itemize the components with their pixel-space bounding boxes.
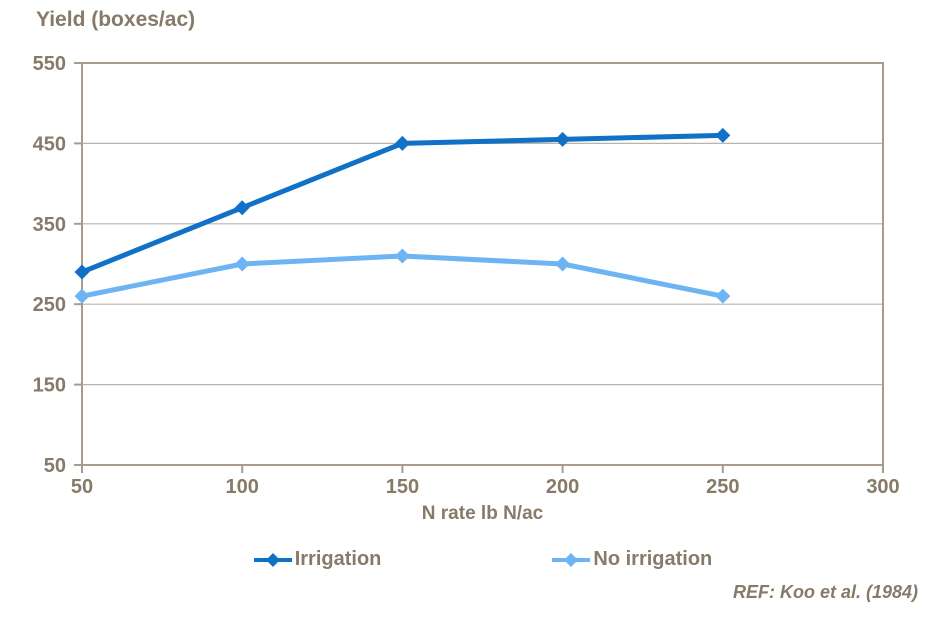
x-tick-label: 300 bbox=[866, 476, 899, 498]
data-point-marker bbox=[234, 200, 250, 216]
y-tick-label: 50 bbox=[44, 455, 66, 477]
x-axis-title: N rate lb N/ac bbox=[421, 503, 544, 524]
y-tick-label: 150 bbox=[33, 375, 66, 397]
data-point-marker bbox=[394, 248, 410, 264]
x-tick-label: 200 bbox=[546, 476, 579, 498]
x-tick-label: 50 bbox=[71, 476, 93, 498]
data-point-marker bbox=[715, 127, 731, 143]
x-tick-label: 100 bbox=[226, 476, 259, 498]
data-point-marker bbox=[555, 256, 571, 272]
x-tick-label: 150 bbox=[386, 476, 419, 498]
y-tick-label: 350 bbox=[33, 214, 66, 236]
data-point-marker bbox=[715, 288, 731, 304]
legend-label-irrigation: Irrigation bbox=[294, 548, 382, 570]
y-tick-label: 550 bbox=[33, 53, 66, 75]
data-point-marker bbox=[555, 131, 571, 147]
data-point-marker bbox=[74, 264, 90, 280]
legend-item-irrigation: Irrigation bbox=[253, 548, 382, 571]
y-tick-label: 250 bbox=[33, 294, 66, 316]
no-irrigation-series-marker-icon bbox=[552, 552, 591, 567]
plot-border bbox=[81, 62, 884, 466]
reference-citation: REF: Koo et al. (1984) bbox=[732, 582, 918, 602]
data-point-marker bbox=[234, 256, 250, 272]
irrigation-series-marker-icon bbox=[253, 552, 292, 567]
data-point-marker bbox=[74, 288, 90, 304]
legend-label-no-irrigation: No irrigation bbox=[593, 548, 713, 570]
y-tick-label: 450 bbox=[33, 133, 66, 155]
chart-title: Yield (boxes/ac) bbox=[36, 8, 196, 31]
data-point-marker bbox=[394, 135, 410, 151]
legend: Irrigation No irrigation bbox=[82, 548, 883, 571]
x-tick-label: 250 bbox=[706, 476, 739, 498]
legend-item-no-irrigation: No irrigation bbox=[551, 548, 712, 571]
